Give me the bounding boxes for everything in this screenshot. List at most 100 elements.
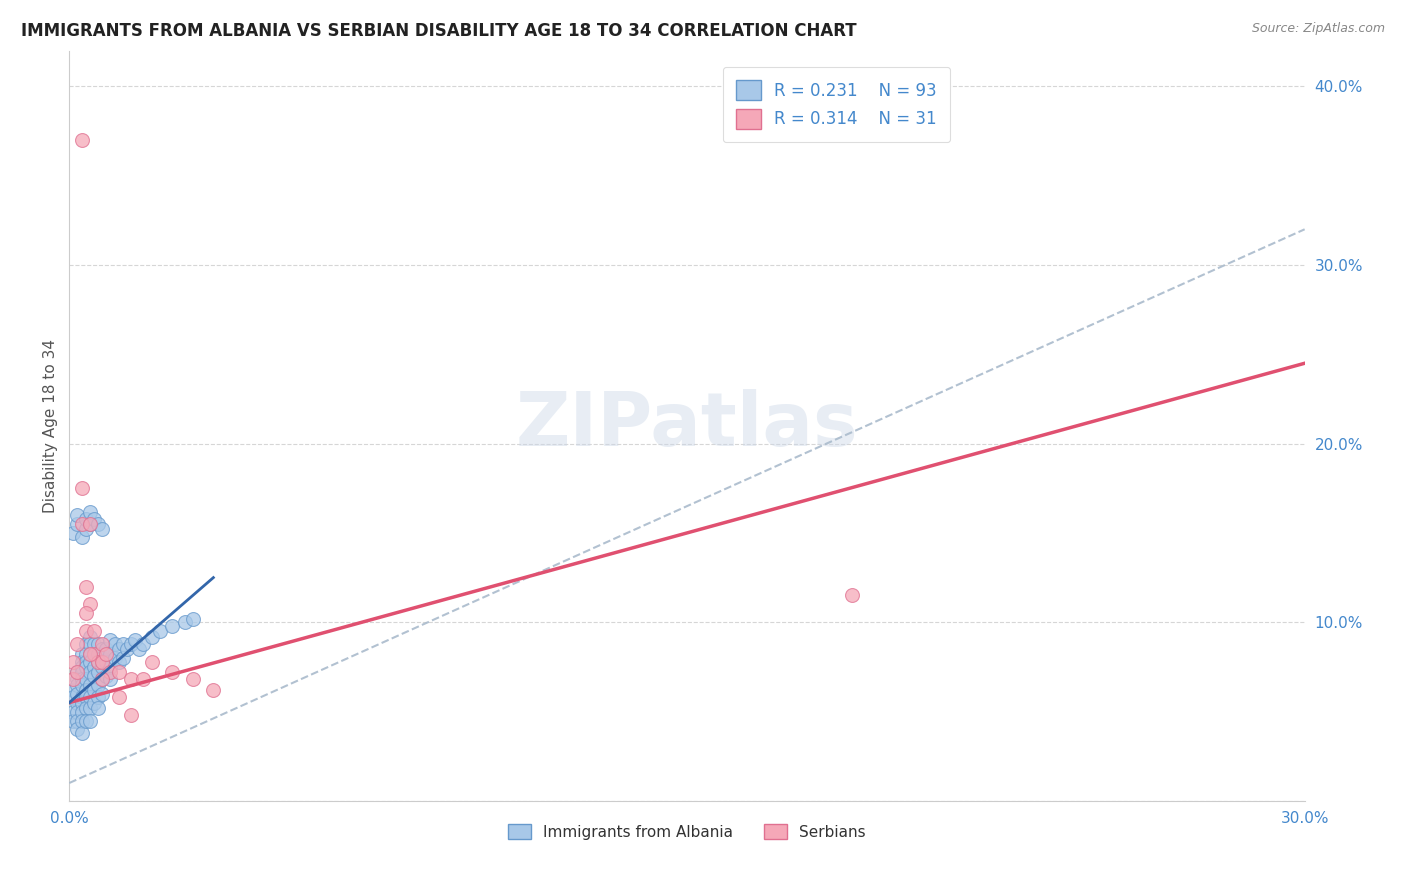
Point [87, 655, 110, 669]
Point [87, 637, 110, 651]
Point [87, 516, 110, 531]
Point [149, 624, 172, 639]
Point [100, 633, 122, 648]
Point [66, 696, 89, 710]
Point [75, 701, 97, 715]
Point [70, 673, 93, 687]
Point [62, 690, 84, 705]
Point [70, 726, 93, 740]
Point [62, 683, 84, 698]
Point [87, 678, 110, 692]
Point [181, 612, 204, 626]
Point [79, 665, 101, 680]
Text: Source: ZipAtlas.com: Source: ZipAtlas.com [1251, 22, 1385, 36]
Point [83, 660, 105, 674]
Point [100, 648, 122, 662]
Point [202, 683, 225, 698]
Point [66, 673, 89, 687]
Point [111, 637, 134, 651]
Point [100, 673, 122, 687]
Point [66, 508, 89, 522]
Point [96, 669, 118, 683]
Point [70, 529, 93, 543]
Point [79, 690, 101, 705]
Point [75, 522, 97, 536]
Text: IMMIGRANTS FROM ALBANIA VS SERBIAN DISABILITY AGE 18 TO 34 CORRELATION CHART: IMMIGRANTS FROM ALBANIA VS SERBIAN DISAB… [21, 22, 856, 40]
Point [160, 665, 183, 680]
Point [91, 660, 114, 674]
Point [91, 642, 114, 657]
Point [83, 669, 105, 683]
Point [132, 673, 155, 687]
Point [75, 673, 97, 687]
Point [66, 714, 89, 728]
Point [70, 133, 93, 147]
Point [70, 660, 93, 674]
Point [66, 705, 89, 719]
Point [79, 701, 101, 715]
Point [70, 678, 93, 692]
Point [83, 648, 105, 662]
Point [66, 723, 89, 737]
Point [173, 615, 195, 630]
Point [100, 660, 122, 674]
Point [107, 642, 129, 657]
Point [107, 655, 129, 669]
Point [75, 607, 97, 621]
Point [70, 714, 93, 728]
Point [160, 619, 183, 633]
Point [111, 651, 134, 665]
Point [79, 678, 101, 692]
Point [70, 690, 93, 705]
Point [70, 648, 93, 662]
Point [83, 648, 105, 662]
Point [141, 630, 163, 644]
Point [75, 655, 97, 669]
Point [70, 481, 93, 495]
Point [79, 598, 101, 612]
Point [75, 624, 97, 639]
Point [79, 648, 101, 662]
Point [70, 655, 93, 669]
Point [75, 690, 97, 705]
Point [83, 696, 105, 710]
Point [96, 648, 118, 662]
Point [91, 637, 114, 651]
Point [87, 655, 110, 669]
Point [87, 690, 110, 705]
Point [120, 673, 142, 687]
Point [62, 655, 84, 669]
Point [62, 525, 84, 540]
Point [79, 630, 101, 644]
Point [79, 504, 101, 518]
Point [70, 705, 93, 719]
Point [115, 642, 138, 657]
Point [96, 642, 118, 657]
Point [70, 665, 93, 680]
Point [62, 705, 84, 719]
Point [87, 701, 110, 715]
Point [75, 714, 97, 728]
Point [66, 516, 89, 531]
Point [79, 516, 101, 531]
Point [62, 714, 84, 728]
Point [66, 665, 89, 680]
Point [91, 522, 114, 536]
Point [79, 516, 101, 531]
Point [75, 683, 97, 698]
Point [91, 673, 114, 687]
Legend: Immigrants from Albania, Serbians: Immigrants from Albania, Serbians [502, 818, 872, 846]
Point [103, 637, 125, 651]
Point [62, 673, 84, 687]
Point [66, 665, 89, 680]
Point [87, 648, 110, 662]
Point [70, 696, 93, 710]
Point [181, 673, 204, 687]
Point [75, 580, 97, 594]
Point [66, 687, 89, 701]
Point [79, 655, 101, 669]
Point [91, 687, 114, 701]
Point [91, 673, 114, 687]
Point [120, 637, 142, 651]
Point [83, 624, 105, 639]
